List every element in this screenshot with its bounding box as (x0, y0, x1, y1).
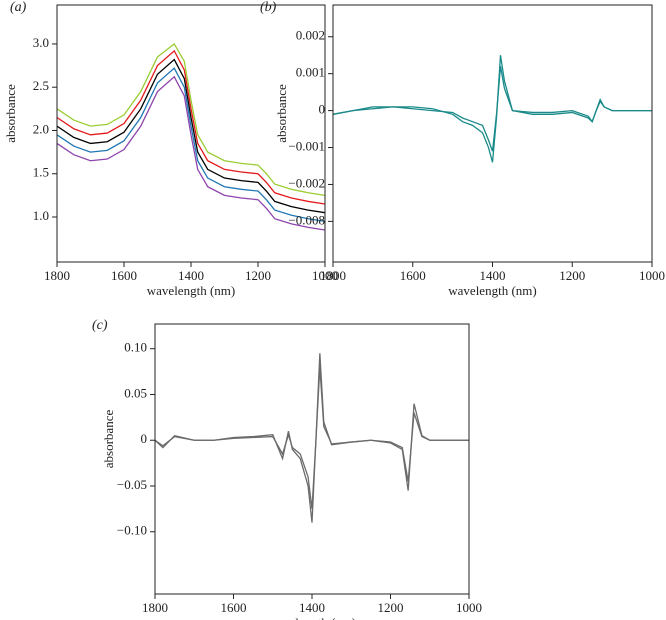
panel-label: (b) (260, 0, 277, 15)
x-tick-label: 1200 (245, 268, 271, 283)
x-tick-label: 1200 (378, 600, 404, 615)
spectrum-line (154, 353, 469, 523)
plot-frame (154, 323, 470, 595)
y-tick-label: 0.001 (296, 65, 325, 80)
y-tick-label: 2.5 (33, 78, 49, 93)
x-axis-label: wavelength (nm) (448, 283, 536, 298)
x-tick-label: 1600 (111, 268, 137, 283)
x-tick-label: 1800 (320, 268, 346, 283)
plot-frame (332, 4, 653, 263)
x-tick-label: 1400 (480, 268, 506, 283)
y-tick-label: 0.05 (124, 385, 147, 400)
spectrum-line (56, 42, 326, 197)
y-axis-label: absorbance (101, 410, 116, 469)
y-tick-label: −0.002 (288, 175, 325, 190)
spectrum-line (56, 58, 326, 214)
y-axis-label: absorbance (3, 84, 18, 143)
spectrum-line (332, 66, 652, 152)
y-tick-label: 1.5 (33, 165, 49, 180)
y-tick-label: 0 (141, 431, 148, 446)
y-tick-label: −0.008 (288, 212, 325, 227)
spectrum-line (56, 75, 326, 231)
y-tick-label: 2.0 (33, 121, 49, 136)
y-tick-label: −0.05 (117, 477, 147, 492)
y-tick-label: −0.001 (288, 139, 325, 154)
spectrum-line (56, 67, 326, 222)
panel-label: (c) (92, 318, 108, 333)
x-tick-label: 1600 (400, 268, 426, 283)
x-tick-label: 1000 (639, 268, 665, 283)
spectrum-line (56, 49, 326, 205)
y-tick-label: −0.10 (117, 523, 147, 538)
x-tick-label: 1800 (142, 600, 168, 615)
x-tick-label: 1400 (178, 268, 204, 283)
y-tick-label: 0 (319, 102, 326, 117)
spectrum-line (154, 366, 469, 509)
y-tick-label: 3.0 (33, 35, 49, 50)
y-tick-label: 1.0 (33, 208, 49, 223)
y-tick-label: 0.002 (296, 28, 325, 43)
x-axis-label: wavelength (nm) (268, 615, 356, 620)
panel-label: (a) (10, 0, 27, 15)
y-axis-label: absorbance (274, 84, 289, 143)
x-axis-label: wavelength (nm) (147, 283, 235, 298)
x-tick-label: 1600 (221, 600, 247, 615)
x-tick-label: 1000 (312, 268, 338, 283)
x-tick-label: 1000 (456, 600, 482, 615)
x-tick-label: 1800 (44, 268, 70, 283)
plot-frame (56, 4, 326, 263)
x-tick-label: 1400 (299, 600, 325, 615)
x-tick-label: 1200 (559, 268, 585, 283)
y-tick-label: 0.10 (124, 340, 147, 355)
